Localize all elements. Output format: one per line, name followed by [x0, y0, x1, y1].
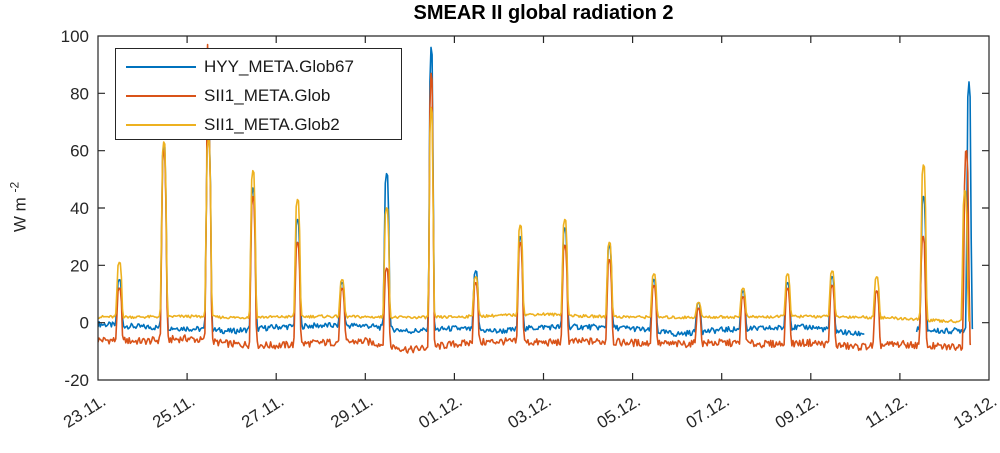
svg-text:13.12.: 13.12.: [950, 391, 1000, 432]
legend-entry: HYY_META.Glob67: [126, 52, 401, 81]
svg-text:40: 40: [70, 199, 89, 218]
series-lines: [98, 43, 974, 354]
series-SII1_META.Glob: [98, 43, 972, 354]
legend-entry: SII1_META.Glob2: [126, 110, 401, 139]
svg-text:20: 20: [70, 256, 89, 275]
svg-text:-20: -20: [64, 371, 89, 390]
svg-text:07.12.: 07.12.: [683, 391, 733, 432]
series-SII1_META.Glob2: [98, 106, 971, 324]
legend-line-sample: [126, 94, 196, 97]
x-axis-tick-labels: 23.11. 25.11. 27.11. 29.11. 01.12. 03.12. 05.1…: [60, 391, 1000, 432]
svg-text:11.12.: 11.12.: [862, 391, 911, 431]
svg-text:60: 60: [70, 142, 89, 161]
chart-title: SMEAR II global radiation 2: [413, 2, 674, 24]
legend-label: HYY_META.Glob67: [204, 56, 354, 76]
svg-text:29.11.: 29.11.: [327, 391, 376, 431]
legend-entry: SII1_META.Glob: [126, 81, 401, 110]
legend-label: SII1_META.Glob2: [204, 114, 340, 134]
legend: HYY_META.Glob67 SII1_META.Glob SII1_META…: [115, 48, 402, 140]
axes-box: [97, 35, 990, 381]
legend-line-sample: [126, 65, 196, 68]
svg-text:0: 0: [80, 314, 89, 333]
svg-text:23.11.: 23.11.: [60, 391, 109, 431]
svg-text:01.12.: 01.12.: [415, 391, 465, 432]
y-axis-tick-labels: -20 0 20 40 60 80 100: [61, 27, 89, 390]
svg-text:05.12.: 05.12.: [594, 391, 644, 432]
svg-text:09.12.: 09.12.: [772, 391, 822, 432]
svg-text:25.11.: 25.11.: [149, 391, 198, 431]
svg-text:03.12.: 03.12.: [504, 391, 554, 432]
svg-text:80: 80: [70, 84, 89, 103]
legend-line-sample: [126, 123, 196, 126]
svg-text:100: 100: [61, 27, 89, 46]
svg-text:27.11.: 27.11.: [238, 391, 287, 431]
legend-label: SII1_META.Glob: [204, 85, 331, 105]
